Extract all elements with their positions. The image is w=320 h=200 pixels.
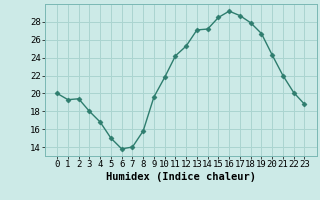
X-axis label: Humidex (Indice chaleur): Humidex (Indice chaleur) (106, 172, 256, 182)
